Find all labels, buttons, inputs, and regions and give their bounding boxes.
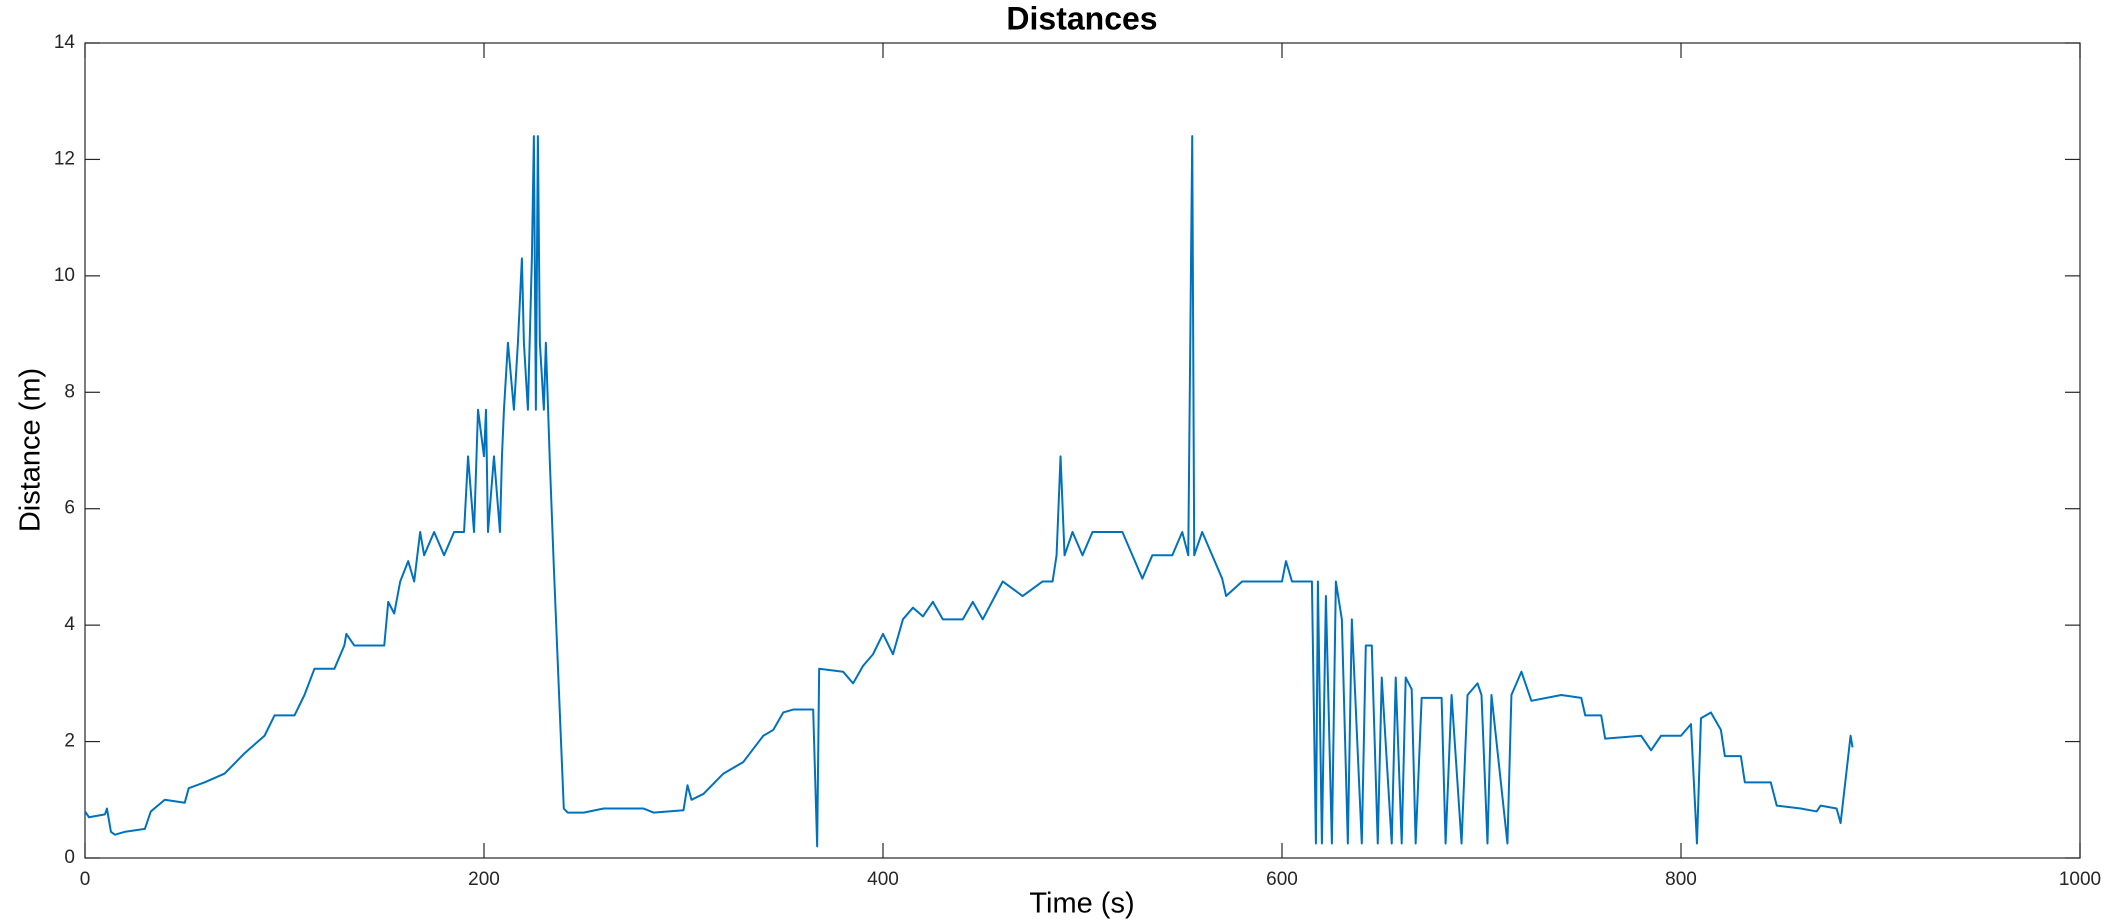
plot-frame (84, 42, 2081, 859)
chart-title: Distances (1006, 0, 1157, 36)
y-tick-label: 8 (64, 381, 75, 402)
x-tick-label: 0 (80, 869, 91, 890)
data-line (84, 135, 1854, 848)
x-tick-label: 400 (867, 869, 899, 890)
x-tick-label: 200 (468, 869, 500, 890)
y-tick-label: 14 (54, 32, 76, 53)
y-tick-label: 10 (54, 265, 75, 286)
x-tick-label: 800 (1665, 869, 1697, 890)
x-tick-label: 600 (1266, 869, 1298, 890)
y-tick-label: 12 (54, 148, 75, 169)
y-tick-label: 6 (64, 498, 75, 519)
x-tick-label: 1000 (2059, 869, 2101, 890)
y-tick-label: 4 (64, 614, 75, 635)
y-tick-label: 2 (64, 731, 75, 752)
y-axis-label: Distance (m) (15, 368, 47, 532)
y-tick-label: 0 (64, 847, 75, 868)
x-axis-label: Time (s) (1029, 888, 1134, 920)
